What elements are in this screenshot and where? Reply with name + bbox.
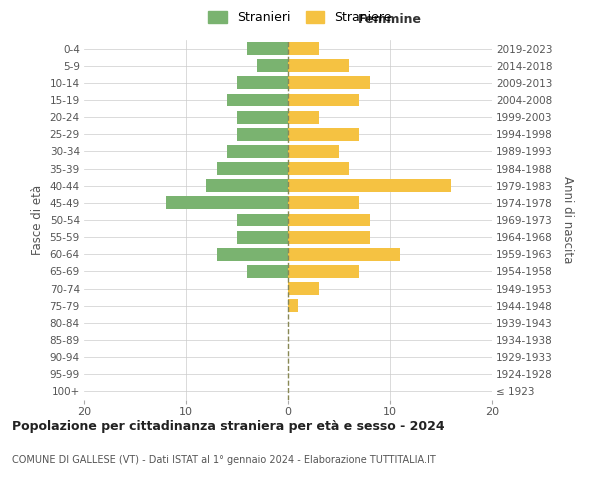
Y-axis label: Fasce di età: Fasce di età bbox=[31, 185, 44, 255]
Bar bbox=[227, 94, 288, 106]
Bar bbox=[237, 214, 288, 226]
Bar bbox=[288, 128, 359, 140]
Bar bbox=[288, 145, 339, 158]
Bar bbox=[237, 230, 288, 243]
Bar bbox=[288, 230, 370, 243]
Bar bbox=[288, 248, 400, 260]
Bar bbox=[237, 110, 288, 124]
Bar bbox=[247, 42, 288, 55]
Bar bbox=[288, 196, 359, 209]
Bar bbox=[288, 214, 370, 226]
Bar bbox=[288, 162, 349, 175]
Text: Femmine: Femmine bbox=[358, 12, 422, 26]
Bar bbox=[288, 300, 298, 312]
Bar bbox=[288, 282, 319, 295]
Bar bbox=[217, 162, 288, 175]
Bar bbox=[257, 60, 288, 72]
Bar bbox=[288, 110, 319, 124]
Text: COMUNE DI GALLESE (VT) - Dati ISTAT al 1° gennaio 2024 - Elaborazione TUTTITALIA: COMUNE DI GALLESE (VT) - Dati ISTAT al 1… bbox=[12, 455, 436, 465]
Bar bbox=[288, 94, 359, 106]
Legend: Stranieri, Straniere: Stranieri, Straniere bbox=[203, 6, 397, 29]
Bar bbox=[227, 145, 288, 158]
Bar bbox=[237, 128, 288, 140]
Bar bbox=[288, 265, 359, 278]
Bar bbox=[237, 76, 288, 90]
Bar bbox=[288, 76, 370, 90]
Bar bbox=[288, 180, 451, 192]
Bar bbox=[166, 196, 288, 209]
Bar bbox=[206, 180, 288, 192]
Text: Popolazione per cittadinanza straniera per età e sesso - 2024: Popolazione per cittadinanza straniera p… bbox=[12, 420, 445, 433]
Y-axis label: Anni di nascita: Anni di nascita bbox=[561, 176, 574, 264]
Bar bbox=[288, 60, 349, 72]
Bar bbox=[247, 265, 288, 278]
Bar bbox=[288, 42, 319, 55]
Bar bbox=[217, 248, 288, 260]
